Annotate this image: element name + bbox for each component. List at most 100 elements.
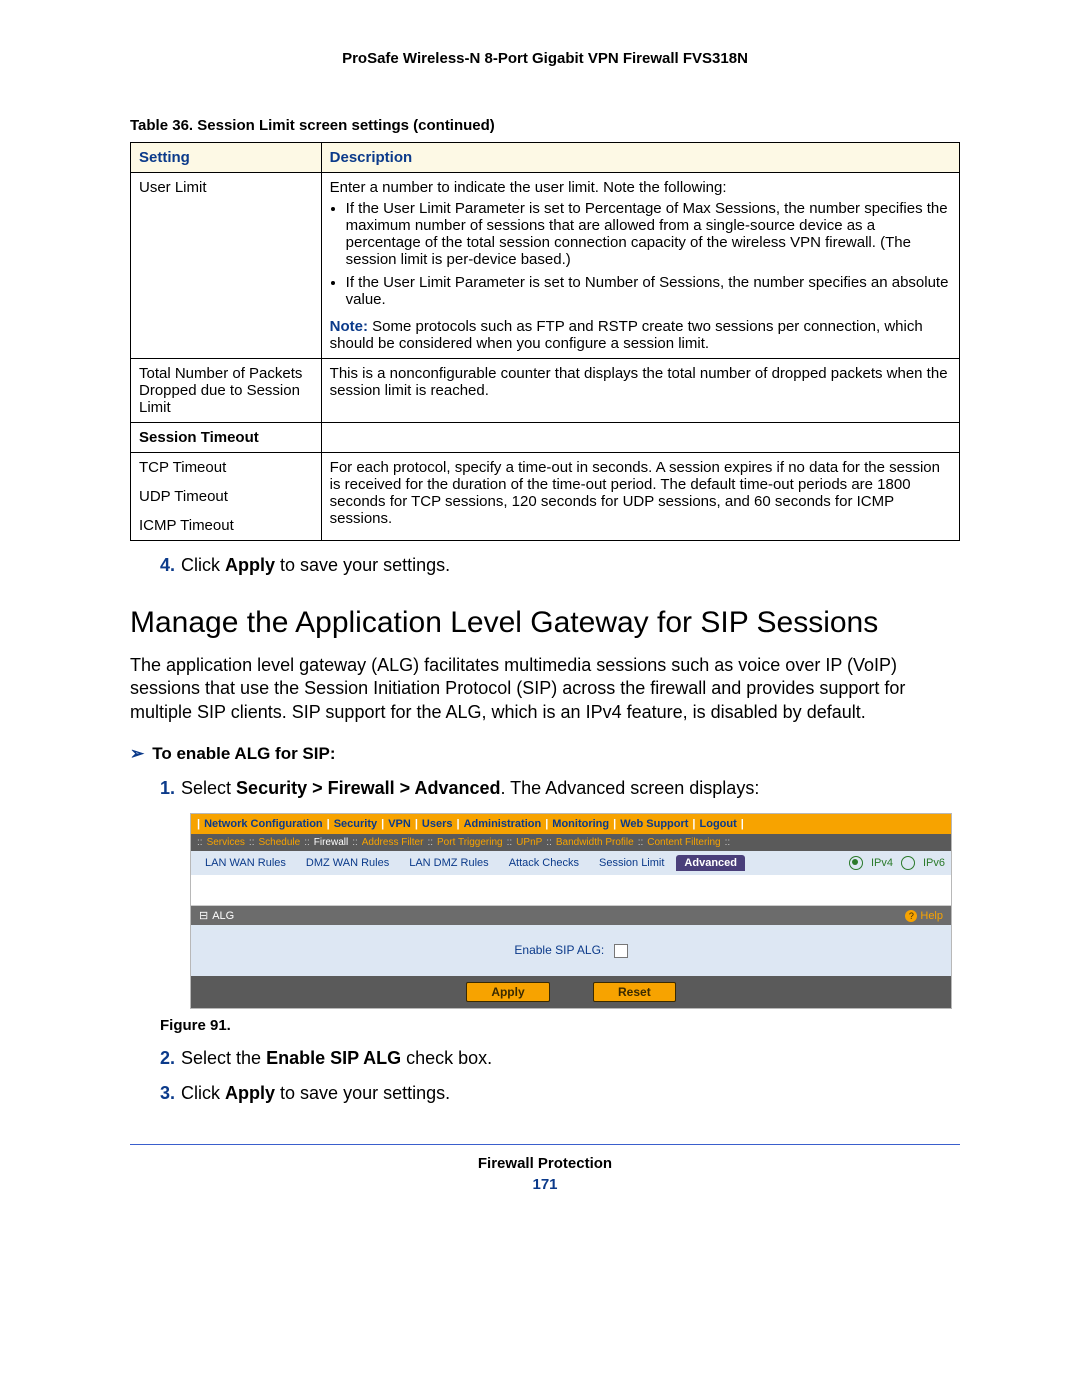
alg-collapse-icon[interactable]: ⊟ [199,910,208,922]
topnav-item[interactable]: Monitoring [552,818,609,830]
topnav-item[interactable]: Administration [464,818,542,830]
topnav-item[interactable]: Network Configuration [204,818,323,830]
tab-item[interactable]: DMZ WAN Rules [298,855,397,871]
step-4-text-b: Apply [225,555,275,575]
user-limit-bullet1: If the User Limit Parameter is set to Pe… [346,200,951,268]
tab-item[interactable]: Session Limit [591,855,672,871]
cell-tcp-timeout: TCP Timeout [131,453,322,483]
footer-label: Firewall Protection [130,1155,960,1172]
advanced-screen: | Network Configuration | Security | VPN… [190,813,952,1009]
tab-item[interactable]: Attack Checks [501,855,587,871]
enable-sip-alg-checkbox[interactable] [614,944,628,958]
user-limit-intro: Enter a number to indicate the user limi… [330,179,727,196]
user-limit-bullet2: If the User Limit Parameter is set to Nu… [346,274,951,308]
alg-panel-header: ⊟ ALG ?Help [191,906,951,925]
ipv4-radio[interactable] [849,856,863,870]
nav-separator: | [381,818,384,830]
step-1-text-b: Security > Firewall > Advanced [236,778,500,798]
topnav-item[interactable]: Logout [700,818,737,830]
cell-icmp-timeout: ICMP Timeout [131,511,322,541]
button-bar: Apply Reset [191,976,951,1008]
topnav-item[interactable]: Users [422,818,453,830]
subnav-separator: :: [304,837,310,848]
alg-header-text: ALG [212,910,234,922]
arrow-icon: ➢ [130,744,144,763]
step-3-num: 3. [160,1083,175,1103]
subnav-item[interactable]: Firewall [314,837,348,848]
procedure-heading: ➢ To enable ALG for SIP: [130,744,960,764]
nav-separator: | [415,818,418,830]
cell-packets-dropped-setting: Total Number of Packets Dropped due to S… [131,359,322,423]
top-nav: | Network Configuration | Security | VPN… [191,814,951,834]
step-2: 2.Select the Enable SIP ALG check box. [160,1048,960,1069]
alg-panel-body: Enable SIP ALG: [191,925,951,976]
step-2-text-c: check box. [401,1048,492,1068]
topnav-item[interactable]: Web Support [620,818,688,830]
note-label: Note: [330,318,368,335]
step-4-num: 4. [160,555,175,575]
subnav-item[interactable]: UPnP [516,837,542,848]
subnav-item[interactable]: Schedule [258,837,300,848]
cell-timeout-desc: For each protocol, specify a time-out in… [321,453,959,541]
step-4: 4. Click Apply to save your settings. [160,555,960,576]
step-1: 1. Select Security > Firewall > Advanced.… [160,778,960,799]
subnav-item[interactable]: Address Filter [362,837,424,848]
section-title: Manage the Application Level Gateway for… [130,606,960,640]
step-1-num: 1. [160,778,175,798]
document-header: ProSafe Wireless-N 8-Port Gigabit VPN Fi… [130,50,960,67]
ip-version-toggle: IPv4 IPv6 [849,856,945,870]
subnav-separator: :: [427,837,433,848]
topnav-item[interactable]: VPN [388,818,411,830]
help-icon: ? [905,910,917,922]
nav-separator: | [327,818,330,830]
table-header-setting: Setting [131,143,322,173]
tab-item[interactable]: LAN DMZ Rules [401,855,496,871]
step-3-text-c: to save your settings. [275,1083,450,1103]
step-1-text-c: . The Advanced screen displays: [501,778,760,798]
cell-session-timeout-header: Session Timeout [131,423,322,453]
help-link[interactable]: ?Help [905,910,943,922]
step-4-text-a: Click [181,555,225,575]
tab-item[interactable]: Advanced [676,855,745,871]
step-4-text-c: to save your settings. [275,555,450,575]
subnav-item[interactable]: Bandwidth Profile [556,837,634,848]
tab-bar: LAN WAN RulesDMZ WAN RulesLAN DMZ Rules A… [191,851,951,875]
topnav-item[interactable]: Security [334,818,377,830]
cell-user-limit-setting: User Limit [131,173,322,359]
nav-separator: | [545,818,548,830]
subnav-item[interactable]: Port Triggering [437,837,503,848]
sub-nav: ::Services::Schedule::Firewall::Address … [191,834,951,851]
tab-item[interactable]: LAN WAN Rules [197,855,294,871]
enable-sip-alg-label: Enable SIP ALG: [514,943,604,957]
table-header-description: Description [321,143,959,173]
cell-session-timeout-blank [321,423,959,453]
step-3-text-b: Apply [225,1083,275,1103]
nav-separator: | [613,818,616,830]
subnav-separator: :: [352,837,358,848]
subnav-separator: :: [249,837,255,848]
subnav-separator: :: [638,837,644,848]
step-2-text-b: Enable SIP ALG [266,1048,401,1068]
footer-page-number: 171 [130,1176,960,1193]
step-1-text-a: Select [181,778,236,798]
ipv6-radio[interactable] [901,856,915,870]
subnav-item[interactable]: Content Filtering [647,837,720,848]
ipv6-label: IPv6 [923,857,945,869]
cell-packets-dropped-desc: This is a nonconfigurable counter that d… [321,359,959,423]
subnav-item[interactable]: Services [207,837,245,848]
step-3-text-a: Click [181,1083,225,1103]
section-paragraph: The application level gateway (ALG) faci… [130,654,960,724]
settings-table: Setting Description User Limit Enter a n… [130,142,960,541]
step-2-text-a: Select the [181,1048,266,1068]
help-label: Help [920,910,943,922]
procedure-heading-text: To enable ALG for SIP: [152,744,335,763]
table-caption: Table 36. Session Limit screen settings … [130,117,960,134]
step-3: 3. Click Apply to save your settings. [160,1083,960,1104]
cell-udp-timeout: UDP Timeout [131,482,322,511]
subnav-separator: :: [197,837,203,848]
footer-rule [130,1144,960,1145]
ipv4-label: IPv4 [871,857,893,869]
nav-separator: | [692,818,695,830]
apply-button[interactable]: Apply [466,982,549,1002]
reset-button[interactable]: Reset [593,982,676,1002]
